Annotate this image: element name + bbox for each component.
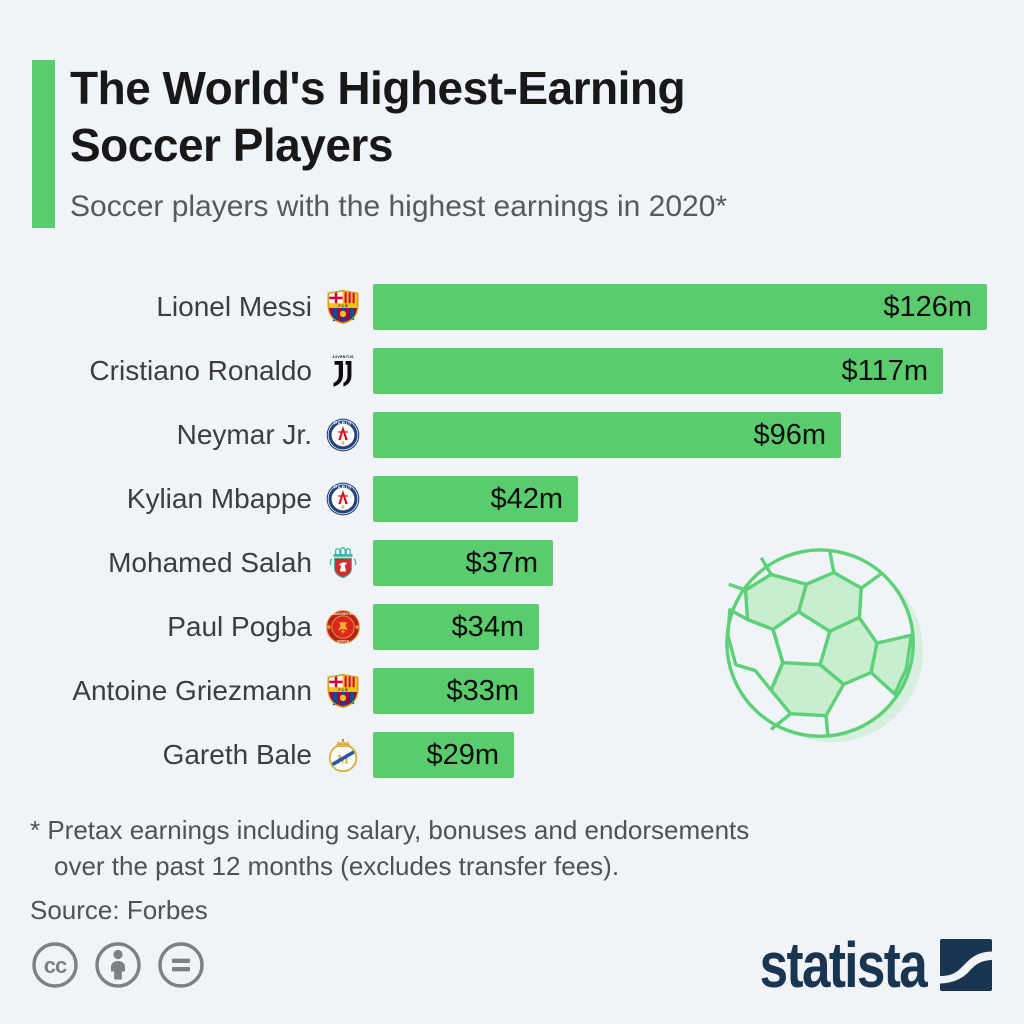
page-title: The World's Highest-Earning Soccer Player… (70, 62, 686, 171)
svg-text:PARIS: PARIS (333, 420, 351, 425)
player-name-label: Lionel Messi (156, 291, 312, 322)
player-name-label: Paul Pogba (167, 611, 312, 642)
psg-club-badge-icon: PARIS (312, 480, 373, 518)
cc-by-attribution-icon (95, 942, 141, 988)
svg-text:cc: cc (44, 953, 67, 978)
subtitle: Soccer players with the highest earnings… (70, 190, 728, 223)
cc-icon: cc (32, 942, 78, 988)
liverpool-club-badge-icon (312, 544, 373, 582)
license-icons: cc (30, 940, 206, 990)
title-accent-bar (32, 60, 55, 228)
juventus-club-badge-icon: JUVENTUS (312, 352, 373, 390)
statista-wordmark: statista (759, 929, 928, 1001)
manutd-club-badge-icon: MANCHESTER UNITED (312, 608, 373, 646)
cc-nd-equal-icon (158, 942, 204, 988)
bar-chart: Lionel Messi F C B $126m Cristiano Ronald… (30, 284, 994, 796)
player-name-label: Cristiano Ronaldo (89, 355, 312, 386)
player-name-label: Kylian Mbappe (126, 483, 312, 514)
svg-text:JUVENTUS: JUVENTUS (332, 355, 354, 359)
player-row: Antoine Griezmann F C B $33m (30, 668, 994, 714)
player-row: Mohamed Salah $37m (30, 540, 994, 586)
earnings-value-label: $42m (490, 483, 563, 515)
psg-club-badge-icon: PARIS (312, 416, 373, 454)
svg-text:PARIS: PARIS (333, 484, 351, 489)
footnote-line2: over the past 12 months (excludes transf… (54, 851, 620, 881)
svg-text:F C B: F C B (338, 304, 348, 308)
player-row: Cristiano Ronaldo JUVENTUS $117m (30, 348, 994, 394)
player-name-label: Mohamed Salah (108, 547, 312, 578)
footer: cc statista (30, 929, 992, 1001)
earnings-bar: $126m (373, 284, 987, 330)
player-row: Gareth Bale M $29m (30, 732, 994, 778)
earnings-value-label: $34m (451, 611, 524, 643)
player-row: Paul Pogba MANCHESTER UNITED $34m (30, 604, 994, 650)
svg-text:F C B: F C B (338, 688, 348, 692)
earnings-value-label: $29m (426, 739, 499, 771)
earnings-bar: $37m (373, 540, 553, 586)
earnings-value-label: $37m (465, 547, 538, 579)
earnings-bar: $29m (373, 732, 514, 778)
player-row: Kylian Mbappe PARIS $42m (30, 476, 994, 522)
earnings-bar: $117m (373, 348, 943, 394)
footnote: * Pretax earnings including salary, bonu… (30, 812, 749, 928)
svg-text:UNITED: UNITED (336, 639, 349, 643)
earnings-bar: $33m (373, 668, 534, 714)
footnote-line1: * Pretax earnings including salary, bonu… (30, 815, 750, 845)
statista-logo-icon (940, 939, 992, 991)
soccer-ball-illustration (725, 548, 924, 743)
earnings-value-label: $33m (446, 675, 519, 707)
earnings-bar: $96m (373, 412, 841, 458)
player-name-label: Gareth Bale (162, 739, 312, 770)
earnings-value-label: $117m (841, 355, 928, 387)
header: The World's Highest-Earning Soccer Player… (32, 60, 994, 228)
svg-text:MANCHESTER: MANCHESTER (331, 612, 355, 616)
player-row: Lionel Messi F C B $126m (30, 284, 994, 330)
player-name-label: Antoine Griezmann (72, 675, 312, 706)
earnings-value-label: $126m (883, 291, 972, 323)
player-name-label: Neymar Jr. (176, 419, 312, 450)
barcelona-club-badge-icon: F C B (312, 672, 373, 710)
statista-logo: statista (718, 929, 992, 1001)
earnings-bar: $34m (373, 604, 539, 650)
realmadrid-club-badge-icon: M (312, 736, 373, 774)
earnings-bar: $42m (373, 476, 578, 522)
earnings-value-label: $96m (753, 419, 826, 451)
source-label: Source: Forbes (30, 895, 208, 925)
player-row: Neymar Jr. PARIS $96m (30, 412, 994, 458)
barcelona-club-badge-icon: F C B (312, 288, 373, 326)
